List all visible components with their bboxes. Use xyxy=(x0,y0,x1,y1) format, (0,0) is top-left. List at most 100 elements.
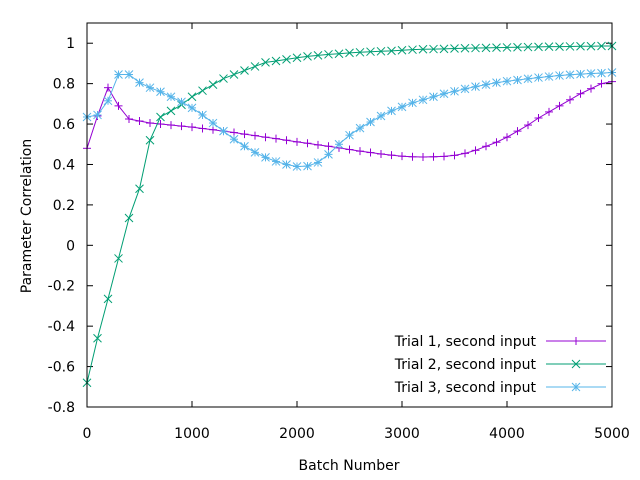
point-marker xyxy=(292,53,302,63)
point-marker xyxy=(187,103,197,113)
axis-ticks: -0.8 -0.6 -0.4 -0.2 0 0.2 0.4 0.6 0.8 1 0 1000 2000 3… xyxy=(48,23,630,442)
point-marker xyxy=(481,80,491,89)
point-marker xyxy=(366,117,375,127)
legend-entry: Trial 3, second input xyxy=(394,380,606,396)
point-marker xyxy=(145,83,155,93)
point-marker xyxy=(324,49,333,59)
legend-label: Trial 1, second input xyxy=(394,334,537,350)
y-tick-label: -0.4 xyxy=(48,319,75,335)
x-tick-label: 1000 xyxy=(174,426,210,442)
point-marker xyxy=(240,141,249,151)
y-tick-label: 0 xyxy=(66,238,75,254)
point-marker xyxy=(271,56,281,66)
point-marker xyxy=(229,134,239,144)
legend-label: Trial 3, second input xyxy=(394,380,537,396)
point-marker xyxy=(229,70,239,79)
point-marker xyxy=(114,254,123,263)
y-tick-label: -0.6 xyxy=(48,360,75,376)
point-marker xyxy=(135,184,144,194)
point-marker xyxy=(586,41,596,51)
point-marker xyxy=(565,42,575,51)
point-marker xyxy=(408,45,417,55)
point-marker xyxy=(303,51,312,61)
x-tick-label: 0 xyxy=(83,426,92,442)
point-marker xyxy=(156,87,165,97)
y-tick-label: 0.6 xyxy=(53,117,75,133)
point-marker xyxy=(313,158,323,167)
point-marker xyxy=(397,45,407,55)
point-marker xyxy=(208,80,218,89)
series-1 xyxy=(83,77,616,161)
point-marker xyxy=(597,41,606,51)
x-tick-label: 2000 xyxy=(279,426,315,442)
point-marker xyxy=(576,69,585,79)
point-marker xyxy=(481,43,491,53)
point-marker xyxy=(387,106,396,116)
point-marker xyxy=(282,160,291,169)
point-marker xyxy=(523,74,533,84)
x-tick-label: 3000 xyxy=(384,426,420,442)
series-2 xyxy=(82,41,617,388)
point-marker xyxy=(355,123,365,133)
point-marker xyxy=(292,162,302,171)
point-marker xyxy=(502,43,512,52)
point-marker xyxy=(534,73,543,82)
point-marker xyxy=(103,96,113,106)
point-marker xyxy=(586,69,596,78)
y-axis-label: Parameter Correlation xyxy=(19,139,35,294)
point-marker xyxy=(156,112,165,122)
legend: Trial 1, second input Trial 2, second inp… xyxy=(394,334,606,396)
point-marker xyxy=(261,58,270,67)
point-marker xyxy=(166,106,176,116)
point-marker xyxy=(387,46,396,56)
point-marker xyxy=(429,92,438,102)
legend-entry: Trial 2, second input xyxy=(394,357,606,373)
point-marker xyxy=(93,333,102,343)
point-marker xyxy=(250,147,260,157)
point-marker xyxy=(576,41,585,51)
point-marker xyxy=(460,84,470,94)
point-marker xyxy=(492,43,501,53)
y-tick-label: 1 xyxy=(66,36,75,52)
point-marker xyxy=(324,150,333,159)
point-marker xyxy=(418,95,428,105)
point-marker xyxy=(450,44,459,53)
y-tick-label: -0.8 xyxy=(48,400,75,416)
point-marker xyxy=(240,66,249,75)
point-marker xyxy=(376,46,386,56)
point-marker xyxy=(544,42,554,51)
point-marker xyxy=(397,102,407,112)
point-marker xyxy=(523,42,533,52)
point-marker xyxy=(408,98,417,108)
point-marker xyxy=(513,42,522,52)
point-marker xyxy=(471,43,480,53)
point-marker xyxy=(492,78,501,87)
point-marker xyxy=(261,153,270,162)
x-tick-label: 4000 xyxy=(489,426,525,442)
point-marker xyxy=(555,71,564,80)
point-marker xyxy=(460,43,470,53)
point-marker xyxy=(544,72,554,81)
point-marker xyxy=(198,110,207,120)
point-marker xyxy=(450,86,459,96)
point-marker xyxy=(513,75,522,85)
series-line xyxy=(86,45,612,383)
point-marker xyxy=(271,157,281,166)
y-tick-label: 0.4 xyxy=(53,157,75,173)
point-marker xyxy=(355,47,365,57)
y-tick-label: 0.2 xyxy=(53,198,75,214)
point-marker xyxy=(565,70,575,80)
point-marker xyxy=(571,382,581,392)
point-marker xyxy=(208,118,218,128)
point-marker xyxy=(571,359,581,369)
legend-label: Trial 2, second input xyxy=(394,357,537,373)
point-marker xyxy=(114,70,123,79)
point-marker xyxy=(345,48,354,58)
point-marker xyxy=(376,111,386,121)
point-marker xyxy=(303,161,312,171)
point-marker xyxy=(103,294,113,304)
point-marker xyxy=(345,130,354,140)
y-tick-label: -0.2 xyxy=(48,279,75,295)
point-marker xyxy=(555,42,564,51)
